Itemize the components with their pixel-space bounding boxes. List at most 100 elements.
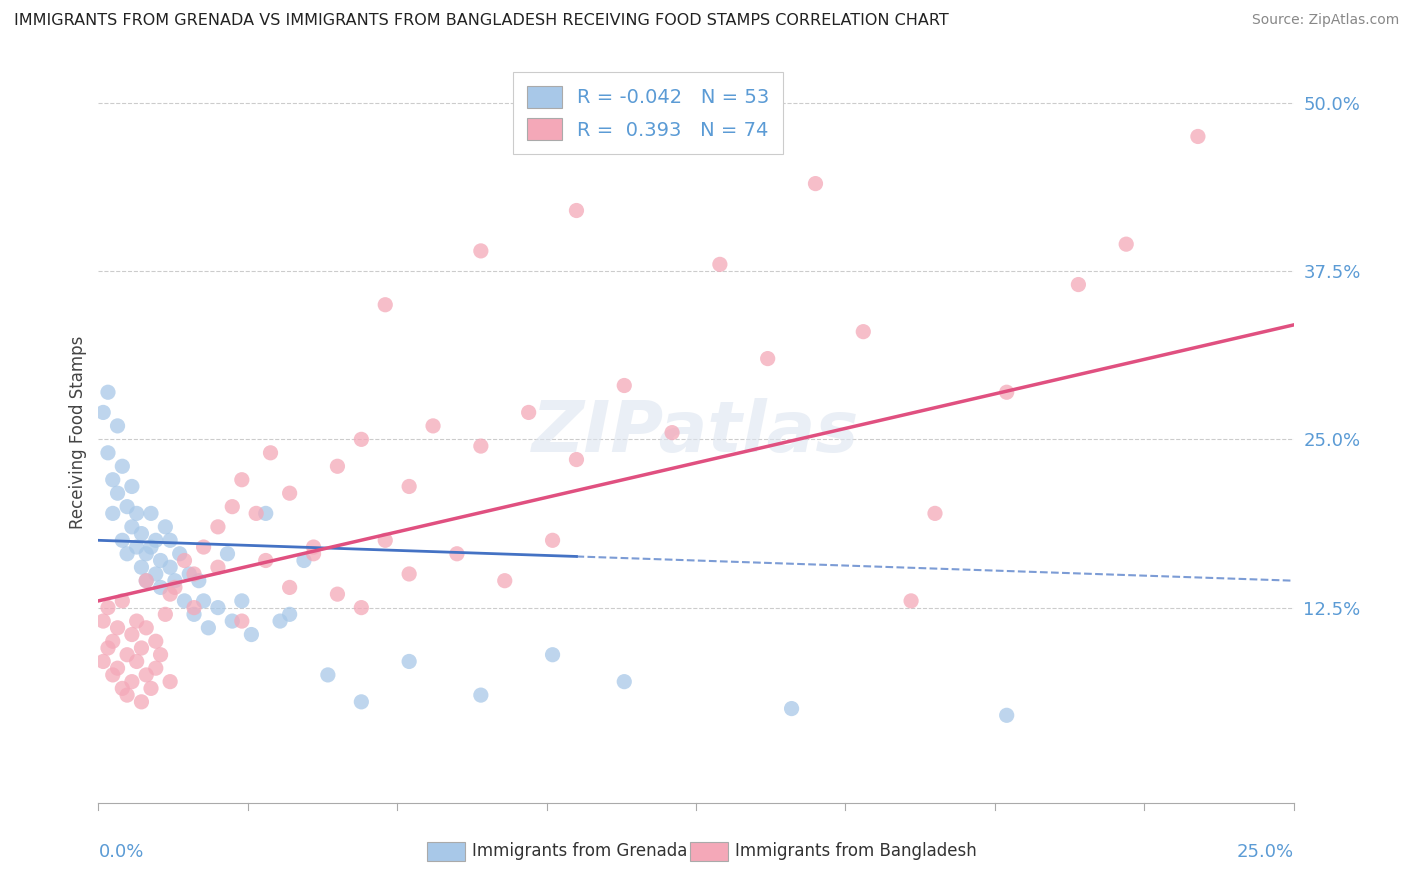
Point — [91, 614, 114, 628]
Point — [565, 452, 588, 467]
Point — [398, 479, 420, 493]
Point — [470, 439, 492, 453]
Point — [207, 600, 229, 615]
Point — [91, 655, 114, 669]
FancyBboxPatch shape — [427, 842, 465, 861]
Point — [446, 547, 468, 561]
Point — [139, 507, 162, 521]
Point — [149, 648, 172, 662]
Point — [111, 533, 134, 548]
Point — [240, 627, 263, 641]
Point — [254, 507, 277, 521]
Point — [115, 688, 138, 702]
Point — [107, 621, 129, 635]
Point — [145, 661, 167, 675]
Point — [145, 634, 167, 648]
Point — [111, 594, 134, 608]
FancyBboxPatch shape — [690, 842, 728, 861]
Point — [163, 581, 186, 595]
Point — [91, 405, 114, 419]
Point — [231, 473, 253, 487]
Point — [173, 594, 195, 608]
Point — [159, 560, 181, 574]
Point — [115, 500, 138, 514]
Point — [259, 446, 281, 460]
Point — [316, 668, 339, 682]
Point — [121, 627, 143, 641]
Point — [97, 385, 120, 400]
Point — [131, 640, 153, 655]
Point — [135, 547, 157, 561]
Point — [131, 560, 153, 574]
Point — [169, 547, 191, 561]
Point — [159, 674, 181, 689]
Point — [804, 177, 827, 191]
Point — [183, 607, 205, 622]
Point — [709, 257, 731, 271]
Point — [541, 648, 564, 662]
Point — [155, 520, 177, 534]
Point — [517, 405, 540, 419]
Y-axis label: Receiving Food Stamps: Receiving Food Stamps — [69, 336, 87, 529]
Point — [207, 560, 229, 574]
Point — [350, 433, 373, 447]
Point — [278, 581, 301, 595]
Point — [613, 378, 636, 392]
Point — [97, 640, 120, 655]
Point — [661, 425, 683, 440]
Text: 0.0%: 0.0% — [98, 843, 143, 861]
Point — [107, 661, 129, 675]
Legend: R = -0.042   N = 53, R =  0.393   N = 74: R = -0.042 N = 53, R = 0.393 N = 74 — [513, 72, 783, 154]
Point — [350, 695, 373, 709]
Point — [326, 587, 349, 601]
Point — [101, 634, 124, 648]
Point — [193, 594, 215, 608]
Point — [924, 507, 946, 521]
Text: 25.0%: 25.0% — [1236, 843, 1294, 861]
Point — [245, 507, 267, 521]
Point — [278, 486, 301, 500]
Point — [995, 385, 1018, 400]
Text: IMMIGRANTS FROM GRENADA VS IMMIGRANTS FROM BANGLADESH RECEIVING FOOD STAMPS CORR: IMMIGRANTS FROM GRENADA VS IMMIGRANTS FR… — [14, 13, 949, 29]
Point — [398, 566, 420, 581]
Point — [149, 553, 172, 567]
Point — [470, 688, 492, 702]
Point — [135, 668, 157, 682]
Point — [183, 566, 205, 581]
Point — [374, 298, 396, 312]
Point — [135, 574, 157, 588]
Point — [494, 574, 516, 588]
Point — [350, 600, 373, 615]
Point — [139, 540, 162, 554]
Point — [278, 607, 301, 622]
Point — [470, 244, 492, 258]
Point — [101, 473, 124, 487]
Point — [231, 594, 253, 608]
Point — [1067, 277, 1090, 292]
Point — [107, 486, 129, 500]
Point — [207, 520, 229, 534]
Point — [149, 581, 172, 595]
Point — [565, 203, 588, 218]
Point — [163, 574, 186, 588]
Point — [187, 574, 209, 588]
Point — [145, 566, 167, 581]
Point — [900, 594, 922, 608]
Point — [197, 621, 219, 635]
Text: ZIPatlas: ZIPatlas — [533, 398, 859, 467]
Point — [115, 648, 138, 662]
Point — [613, 674, 636, 689]
Point — [97, 600, 120, 615]
Point — [97, 446, 120, 460]
Point — [302, 540, 325, 554]
Point — [101, 668, 124, 682]
Text: Source: ZipAtlas.com: Source: ZipAtlas.com — [1251, 13, 1399, 28]
Point — [115, 547, 138, 561]
Point — [131, 695, 153, 709]
Point — [145, 533, 167, 548]
Point — [125, 655, 148, 669]
Point — [121, 674, 143, 689]
Point — [125, 540, 148, 554]
Point — [159, 533, 181, 548]
Point — [780, 701, 803, 715]
